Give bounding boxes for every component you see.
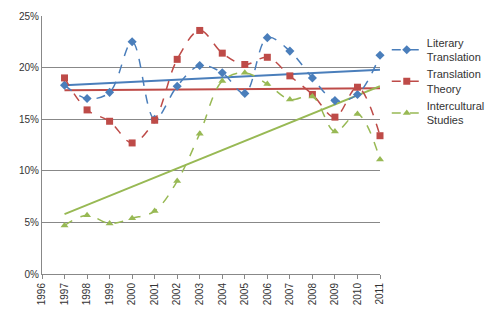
svg-text:20%: 20% (19, 62, 39, 73)
svg-text:1997: 1997 (59, 283, 70, 306)
svg-text:2000: 2000 (126, 283, 137, 306)
svg-text:25%: 25% (19, 11, 39, 22)
svg-text:2008: 2008 (307, 283, 318, 306)
svg-text:2004: 2004 (217, 283, 228, 306)
svg-text:2006: 2006 (262, 283, 273, 306)
svg-text:2002: 2002 (171, 283, 182, 306)
svg-text:0%: 0% (25, 269, 40, 280)
svg-text:2009: 2009 (329, 283, 340, 306)
svg-text:TranslationTheory: TranslationTheory (427, 68, 481, 94)
svg-text:LiteraryTranslation: LiteraryTranslation (427, 37, 481, 63)
svg-text:2005: 2005 (239, 283, 250, 306)
svg-text:5%: 5% (25, 217, 40, 228)
svg-text:2007: 2007 (284, 283, 295, 306)
svg-text:1998: 1998 (81, 283, 92, 306)
svg-text:2010: 2010 (352, 283, 363, 306)
svg-text:10%: 10% (19, 165, 39, 176)
svg-text:InterculturalStudies: InterculturalStudies (427, 100, 484, 126)
svg-text:15%: 15% (19, 114, 39, 125)
svg-text:2001: 2001 (149, 283, 160, 306)
svg-text:2003: 2003 (194, 283, 205, 306)
svg-text:1999: 1999 (104, 283, 115, 306)
svg-text:2011: 2011 (374, 283, 385, 305)
svg-text:1996: 1996 (36, 283, 47, 306)
